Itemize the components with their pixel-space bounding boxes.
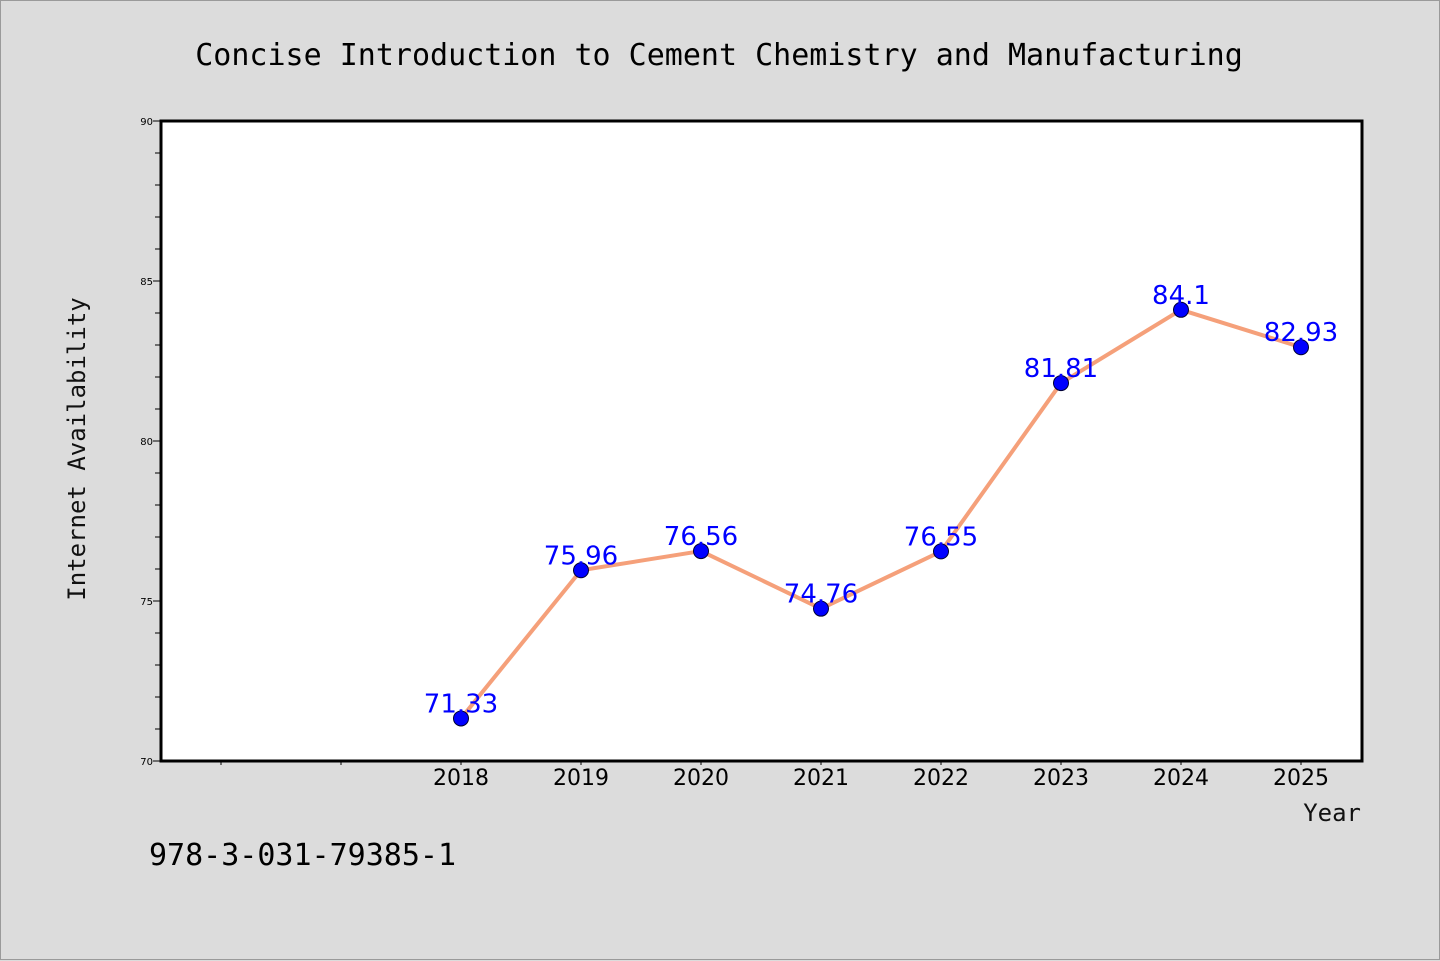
x-tick-label: 2021	[793, 766, 849, 791]
x-tick-label: 2022	[913, 766, 969, 791]
data-label: 76.55	[904, 522, 978, 552]
x-axis-label: Year	[1303, 799, 1361, 827]
plot-area	[159, 119, 1364, 763]
data-point	[1293, 339, 1309, 356]
data-point	[693, 543, 709, 560]
data-label: 74.76	[784, 580, 858, 610]
x-tick-label: 2024	[1153, 766, 1209, 791]
data-label: 84.1	[1152, 281, 1210, 311]
y-tick-label: 85	[140, 277, 153, 288]
x-tick-label: 2023	[1033, 766, 1089, 791]
y-tick-label: 80	[140, 437, 153, 448]
y-axis: 70 75 80 85 90	[140, 117, 161, 768]
data-label: 81.81	[1024, 354, 1098, 384]
x-tick-label: 2019	[553, 766, 609, 791]
y-tick-label: 70	[140, 757, 153, 768]
x-tick-label: 2025	[1273, 766, 1329, 791]
data-point	[933, 543, 949, 560]
data-label: 71.33	[424, 689, 498, 719]
data-labels: 71.33 75.96 76.56 74.76 76.55 81.81 84.1 82.93	[424, 281, 1338, 720]
footnote-isbn: 978-3-031-79385-1	[149, 838, 456, 873]
data-point	[453, 710, 469, 727]
y-tick-label: 90	[140, 117, 153, 128]
data-point	[813, 600, 829, 617]
data-label: 75.96	[544, 541, 618, 571]
data-label: 76.56	[664, 522, 738, 552]
chart-title: Concise Introduction to Cement Chemistry…	[195, 38, 1243, 73]
data-point	[1053, 375, 1069, 392]
series-line	[459, 307, 1302, 720]
series-group	[453, 301, 1309, 727]
x-axis: 2018 2019 2020 2021 2022 2023 2024 2025	[220, 761, 1329, 791]
data-point	[1173, 301, 1189, 318]
y-tick-label: 75	[140, 597, 153, 608]
data-point	[573, 562, 589, 579]
x-tick-label: 2020	[673, 766, 729, 791]
x-tick-label: 2018	[433, 766, 489, 791]
y-axis-label: Internet Availability	[63, 297, 91, 600]
data-label: 82.93	[1264, 318, 1338, 348]
